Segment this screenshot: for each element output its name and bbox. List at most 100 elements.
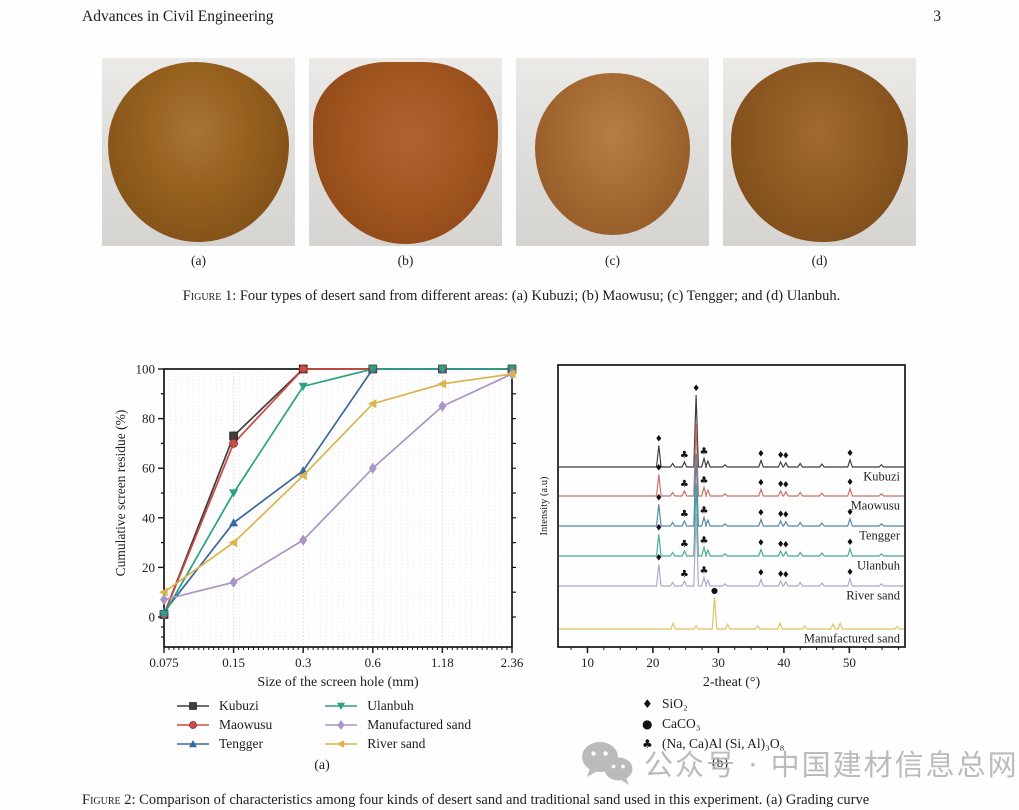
x-tick-label: 1.18 bbox=[431, 655, 454, 670]
legend-marker bbox=[325, 740, 358, 748]
trace-label: Tengger bbox=[859, 529, 901, 543]
series-marker bbox=[159, 610, 169, 620]
x-tick-label: 10 bbox=[581, 655, 594, 670]
phase-marker: ♣ bbox=[700, 565, 709, 576]
legend-label: Tengger bbox=[219, 736, 264, 751]
panel-a-label: (a) bbox=[314, 758, 330, 773]
legend-marker bbox=[177, 702, 209, 710]
phase-marker: ♣ bbox=[680, 479, 689, 490]
legend-item: ● CaCO₃ bbox=[642, 716, 784, 732]
phase-marker: ● bbox=[711, 586, 718, 595]
phase-symbol: ♣ bbox=[642, 737, 653, 751]
phase-marker: ♦ bbox=[655, 463, 663, 473]
photo-col-a: (a) bbox=[102, 58, 295, 269]
series-marker bbox=[299, 534, 308, 546]
x-tick-label: 20 bbox=[646, 655, 659, 670]
trace-label: Kubuzi bbox=[863, 470, 900, 484]
phase-symbol: ● bbox=[642, 717, 653, 731]
phase-marker: ♦ bbox=[782, 481, 790, 491]
phase-marker: ♦ bbox=[757, 509, 765, 519]
photo-label-b: (b) bbox=[397, 253, 414, 268]
series-marker bbox=[228, 538, 238, 548]
figure1-caption: Figure 1: Four types of desert sand from… bbox=[82, 287, 941, 305]
y-tick-label: 80 bbox=[142, 411, 155, 426]
phase-marker: ♦ bbox=[777, 570, 785, 580]
photo-col-b: (b) bbox=[309, 58, 502, 269]
phase-marker: ♦ bbox=[777, 451, 785, 461]
figure2-caption-text: Comparison of characteristics among four… bbox=[135, 792, 870, 808]
photo-label-d: (d) bbox=[811, 253, 828, 268]
sand-photo-kubuzi bbox=[102, 58, 295, 246]
legend-column: Kubuzi Maowusu Tengger bbox=[176, 698, 272, 751]
series-marker bbox=[367, 399, 377, 409]
sand-pile bbox=[107, 61, 290, 243]
phase-marker: ♦ bbox=[782, 541, 790, 551]
sand-pile bbox=[535, 73, 690, 235]
series-marker bbox=[189, 740, 197, 748]
series-marker bbox=[368, 365, 378, 374]
grading-curve-chart: 0 20 40 60 80 100 0.075 0.15 0.3 0.6 1.18 2.36 Size … bbox=[112, 355, 532, 691]
phase-marker: ♦ bbox=[655, 553, 663, 563]
xrd-legend: ♦ SiO₂ ● CaCO₃ ♣ (Na, Ca)Al (Si, Al)₃O₈ bbox=[642, 696, 784, 752]
series-marker bbox=[229, 431, 238, 441]
legend-item: Maowusu bbox=[176, 717, 272, 732]
y-tick-label: 40 bbox=[142, 510, 155, 525]
xrd-chart: ♦ ♣ ♦ ♣ ♦ ♦ ♦ ♦ Kubuzi ♦ ♣ ♣ ♦ ♦ ♦ ♦ Maowusu ♦ ♣ ♣ ♦ ♦ ♦ ♦ Tengg… bbox=[540, 355, 960, 691]
phase-marker: ♦ bbox=[757, 450, 765, 460]
photo-col-d: (d) bbox=[723, 58, 916, 269]
trace-label: Maowusu bbox=[851, 499, 901, 513]
x-tick-label: 40 bbox=[777, 655, 790, 670]
phase-marker: ♣ bbox=[700, 535, 709, 546]
figure1-caption-text: Four types of desert sand from different… bbox=[236, 288, 841, 304]
phase-marker: ♣ bbox=[680, 569, 689, 580]
legend-marker bbox=[177, 721, 209, 729]
y-tick-label: 100 bbox=[136, 362, 156, 377]
x-tick-label: 50 bbox=[843, 655, 856, 670]
x-tick-label: 30 bbox=[712, 655, 725, 670]
legend-label: CaCO₃ bbox=[662, 716, 701, 731]
sand-photo-ulanbuh bbox=[723, 58, 916, 246]
legend-item: ♦ SiO₂ bbox=[642, 696, 784, 712]
legend-marker bbox=[325, 702, 358, 710]
photo-col-c: (c) bbox=[516, 58, 709, 269]
photo-label-a: (a) bbox=[191, 253, 206, 268]
legend-label: SiO₂ bbox=[662, 696, 688, 711]
phase-marker: ♦ bbox=[757, 539, 765, 549]
phase-marker: ♦ bbox=[692, 384, 700, 394]
plot-frame bbox=[163, 368, 513, 648]
x-tick-label: 0.6 bbox=[365, 655, 382, 670]
trace-label: Manufactured sand bbox=[804, 632, 901, 646]
phase-marker: ♦ bbox=[655, 434, 663, 444]
series-marker bbox=[159, 587, 168, 597]
figure2-caption: Figure 2: Comparison of characteristics … bbox=[82, 791, 941, 809]
series-marker bbox=[229, 576, 238, 588]
plot-frame bbox=[557, 364, 906, 648]
phase-marker: ♦ bbox=[757, 479, 765, 489]
phase-marker: ♦ bbox=[777, 510, 785, 520]
legend-label: Ulanbuh bbox=[367, 698, 414, 713]
phase-marker: ♦ bbox=[846, 538, 854, 548]
legend-column: Ulanbuh Manufactured sand River sand bbox=[324, 698, 471, 751]
series-marker bbox=[507, 369, 516, 379]
trace-label: River sand bbox=[846, 589, 901, 603]
legend-label: Kubuzi bbox=[219, 698, 259, 713]
xrd-svg: ♦♣♦♣ ♦ ♦♦ ♦Kubuzi♦♣ ♣ ♦ ♦♦ ♦Maowusu♦♣ ♣ ♦ ♦♦ ♦Tengg… bbox=[540, 364, 906, 690]
series-marker bbox=[298, 382, 308, 391]
y-axis-label: Cumulative screen residue (%) bbox=[113, 410, 128, 577]
legend-marker bbox=[177, 740, 209, 748]
y-tick-label: 0 bbox=[149, 610, 156, 625]
legend-label: (Na, Ca)Al (Si, Al)₃O₈ bbox=[662, 736, 785, 751]
xrd-trace bbox=[559, 423, 904, 497]
y-tick-label: 60 bbox=[142, 461, 155, 476]
x-axis-label: Size of the screen hole (mm) bbox=[257, 675, 419, 690]
phase-marker: ♦ bbox=[777, 540, 785, 550]
series-marker bbox=[229, 439, 238, 448]
xrd-trace bbox=[559, 394, 904, 468]
series-marker bbox=[160, 594, 168, 606]
figure2-caption-label: Figure 2: bbox=[82, 792, 136, 808]
series-line bbox=[163, 373, 513, 601]
phase-marker: ♦ bbox=[846, 449, 854, 459]
x-axis-label: 2-theat (°) bbox=[703, 675, 761, 690]
series-marker bbox=[189, 721, 197, 729]
